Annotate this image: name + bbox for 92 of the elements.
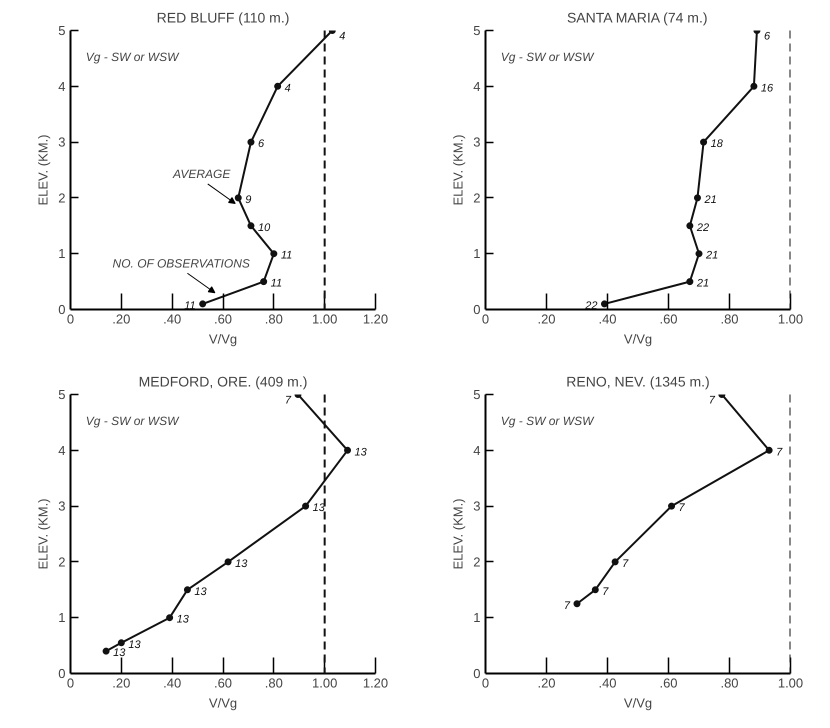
y-tick-label: 0 <box>58 302 66 317</box>
annotation: Vg - SW or WSW <box>86 414 180 428</box>
annotation: 13 <box>354 446 368 458</box>
y-tick-label: 2 <box>58 554 66 570</box>
y-tick-label: 5 <box>58 387 66 402</box>
annotation: Vg - SW or WSW <box>500 414 596 428</box>
x-tick-label: .80 <box>264 676 283 690</box>
y-tick-label: 3 <box>473 134 481 150</box>
x-axis-title: V/Vg <box>624 332 652 346</box>
annotation: 4 <box>339 30 346 42</box>
y-tick-label: 3 <box>58 498 66 514</box>
annotation: 7 <box>708 394 716 406</box>
annotation: 16 <box>760 82 774 94</box>
x-tick-label: .20 <box>537 676 556 690</box>
annotation: 11 <box>280 250 292 262</box>
x-tick-label: .20 <box>112 676 130 690</box>
y-tick-label: 3 <box>473 498 481 514</box>
annotation: Vg - SW or WSW <box>500 50 596 64</box>
x-tick-label: .80 <box>720 312 739 326</box>
y-tick-label: 4 <box>473 442 481 458</box>
annotation: 7 <box>622 558 630 570</box>
y-tick-label: 2 <box>473 554 481 570</box>
annotation: 7 <box>776 446 784 458</box>
annotation: NO. OF OBSERVATIONS <box>112 256 250 270</box>
x-tick-label: .20 <box>112 312 130 326</box>
x-tick-label: 1.00 <box>778 312 804 326</box>
y-axis-title: ELEV. (KM.) <box>35 134 50 206</box>
y-tick-label: 1 <box>473 246 481 262</box>
x-axis-title: V/Vg <box>624 696 652 710</box>
annotation: 6 <box>258 138 265 150</box>
x-tick-label: 1.20 <box>362 676 388 690</box>
x-axis-title: V/Vg <box>208 696 238 710</box>
annotation: 13 <box>312 502 326 514</box>
x-tick-label: .80 <box>264 312 283 326</box>
x-axis-title: V/Vg <box>208 332 238 346</box>
x-tick-label: .40 <box>598 676 617 690</box>
y-tick-label: 3 <box>58 134 66 150</box>
annotation: 13 <box>113 647 126 660</box>
annotation: 7 <box>678 502 686 514</box>
annotation: 21 <box>696 278 710 290</box>
y-axis-title: ELEV. (KM.) <box>35 498 50 570</box>
annotation: 6 <box>764 30 771 42</box>
y-axis-title: ELEV. (KM.) <box>450 498 466 570</box>
x-tick-label: .60 <box>214 312 232 326</box>
chart-title: SANTA MARIA (74 m.) <box>566 10 708 26</box>
annotation: 4 <box>284 82 291 94</box>
annotation: 13 <box>235 558 248 570</box>
annotation: 13 <box>194 586 208 598</box>
annotation: 22 <box>696 222 710 234</box>
annotation: 7 <box>564 600 571 612</box>
y-tick-label: 1 <box>58 610 66 626</box>
annotation: 7 <box>602 586 610 598</box>
x-tick-label: 1.00 <box>312 676 338 690</box>
y-tick-label: 4 <box>58 442 66 458</box>
y-tick-label: 1 <box>473 610 481 626</box>
y-tick-label: 1 <box>58 246 66 262</box>
annotation: 9 <box>245 194 252 206</box>
y-tick-label: 2 <box>58 190 66 206</box>
y-tick-label: 4 <box>473 78 481 94</box>
x-tick-label: .40 <box>163 676 182 690</box>
y-tick-label: 5 <box>473 23 481 38</box>
y-tick-label: 4 <box>58 78 66 94</box>
y-tick-label: 0 <box>473 666 481 681</box>
annotation: 11 <box>270 278 282 290</box>
y-tick-label: 5 <box>58 23 66 38</box>
chart-title: RED BLUFF (110 m.) <box>156 10 290 26</box>
annotation: Vg - SW or WSW <box>86 50 180 64</box>
x-tick-label: .60 <box>214 676 232 690</box>
y-axis-title: ELEV. (KM.) <box>450 134 466 206</box>
annotation: 21 <box>705 250 718 262</box>
annotation: AVERAGE <box>172 167 232 182</box>
annotation: 7 <box>284 394 292 406</box>
x-tick-label: .60 <box>659 312 678 326</box>
annotation: 13 <box>176 614 190 626</box>
y-tick-label: 0 <box>58 666 66 681</box>
annotation: 13 <box>128 638 142 651</box>
x-tick-label: .40 <box>163 312 182 326</box>
y-tick-label: 2 <box>473 190 481 206</box>
chart-title: MEDFORD, ORE. (409 m.) <box>138 374 308 390</box>
x-tick-label: 1.00 <box>778 676 804 690</box>
annotation: 18 <box>710 138 724 150</box>
x-tick-label: 1.20 <box>362 312 388 326</box>
annotation: 21 <box>703 194 717 206</box>
x-tick-label: .20 <box>537 312 556 326</box>
x-tick-label: .40 <box>598 312 617 326</box>
annotation: 10 <box>258 222 272 234</box>
x-tick-label: .80 <box>720 676 739 690</box>
x-tick-label: .60 <box>659 676 678 690</box>
y-tick-label: 5 <box>473 387 481 402</box>
chart-title: RENO, NEV. (1345 m.) <box>566 374 710 390</box>
y-tick-label: 0 <box>473 302 481 317</box>
x-tick-label: 1.00 <box>312 312 338 326</box>
